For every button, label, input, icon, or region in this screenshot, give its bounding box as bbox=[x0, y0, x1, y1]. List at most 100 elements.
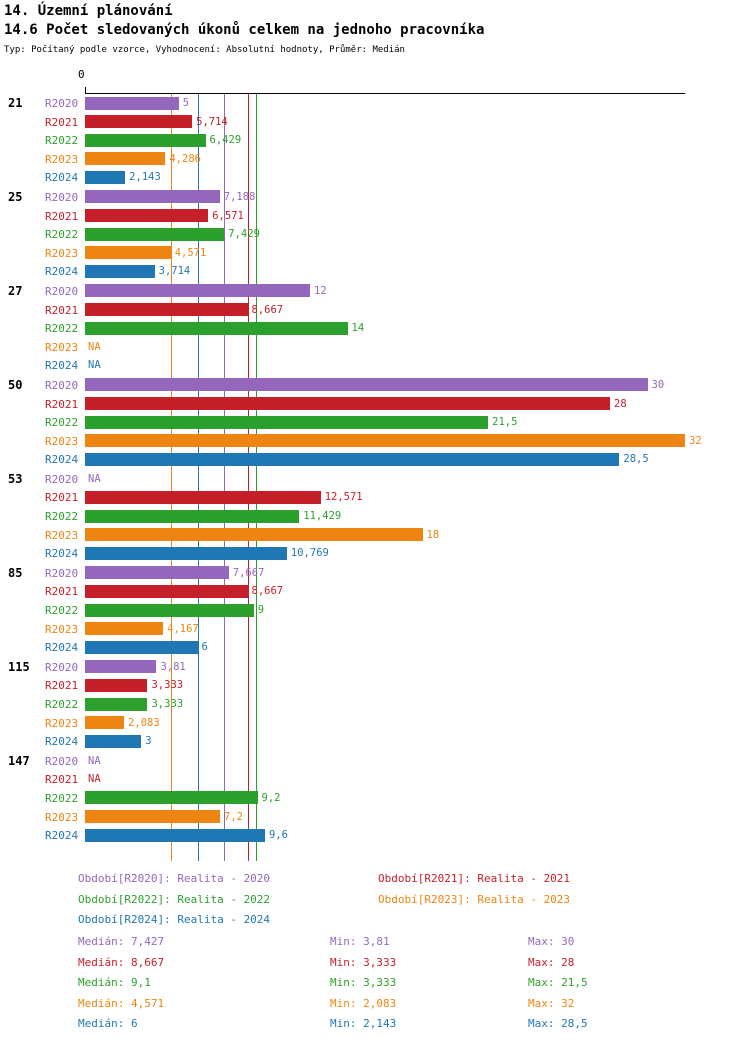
bar bbox=[85, 734, 142, 748]
series-year-label: R2024 bbox=[45, 453, 79, 467]
value-label: 8,667 bbox=[251, 303, 284, 316]
group-label: 25 bbox=[8, 189, 23, 204]
value-label: 5 bbox=[182, 97, 190, 109]
bar bbox=[85, 303, 248, 317]
median-line bbox=[197, 93, 199, 861]
series-year-label: R2022 bbox=[45, 510, 79, 524]
value-label: 3 bbox=[145, 735, 152, 748]
group-label: 53 bbox=[8, 471, 23, 486]
value-label: 14 bbox=[351, 322, 365, 335]
bar-row: 53 R2020 NA bbox=[0, 470, 750, 489]
series-year-label: R2022 bbox=[45, 604, 79, 618]
bar bbox=[85, 678, 148, 692]
bar bbox=[85, 284, 310, 298]
stat-min: Min: 3,333 bbox=[330, 976, 397, 989]
bar-row: R2024 3 bbox=[0, 732, 750, 751]
bar-row: R2023 4,571 bbox=[0, 244, 750, 263]
value-label: 3,333 bbox=[151, 698, 184, 710]
bar bbox=[85, 791, 258, 805]
value-label: 30 bbox=[651, 378, 665, 391]
bar bbox=[85, 546, 287, 560]
bar-row: 115 R2020 3,81 bbox=[0, 658, 750, 677]
bar bbox=[85, 603, 254, 617]
series-year-label: R2024 bbox=[45, 265, 79, 279]
bar-row: R2022 14 bbox=[0, 319, 750, 338]
stat-min: Min: 2,083 bbox=[330, 996, 397, 1010]
bar-row: R2024 3,714 bbox=[0, 262, 750, 281]
bar bbox=[85, 697, 148, 711]
stat-median: Medián: 4,571 bbox=[78, 996, 165, 1010]
bar bbox=[85, 584, 248, 598]
series-year-label: R2021 bbox=[45, 115, 79, 129]
group-label: 21 bbox=[8, 96, 23, 110]
group-label: 147 bbox=[8, 753, 30, 768]
bar bbox=[85, 509, 300, 523]
series-year-label: R2022 bbox=[45, 416, 79, 430]
series-year-label: R2024 bbox=[45, 547, 79, 561]
bar-row: R2023 2,083 bbox=[0, 714, 750, 733]
series-year-label: R2022 bbox=[45, 791, 79, 805]
bar-row: 50 R2020 30 bbox=[0, 376, 750, 395]
stat-median: Medián: 8,667 bbox=[78, 955, 165, 969]
bar-row: R2024 28,5 bbox=[0, 450, 750, 469]
series-year-label: R2023 bbox=[45, 246, 79, 260]
bar-row: R2022 6,429 bbox=[0, 131, 750, 150]
axis-origin-label: 0 bbox=[78, 68, 85, 81]
stat-max: Max: 30 bbox=[528, 935, 575, 948]
bar-row: R2024 9,6 bbox=[0, 826, 750, 845]
bar-row: R2023 18 bbox=[0, 526, 750, 545]
bar bbox=[85, 115, 193, 129]
value-label: 12,571 bbox=[324, 491, 363, 504]
bar-row: R2022 11,429 bbox=[0, 507, 750, 526]
series-year-label: R2024 bbox=[45, 359, 79, 373]
series-year-label: R2021 bbox=[45, 773, 79, 787]
bar bbox=[85, 378, 648, 392]
series-year-label: R2024 bbox=[45, 829, 79, 843]
bar-row: R2023 NA bbox=[0, 338, 750, 357]
na-value-label: NA bbox=[88, 754, 101, 767]
bar-row: R2023 7,2 bbox=[0, 808, 750, 827]
series-year-label: R2023 bbox=[45, 810, 79, 824]
bar bbox=[85, 227, 225, 241]
bar-row: R2022 7,429 bbox=[0, 225, 750, 244]
bar-row: R2023 32 bbox=[0, 432, 750, 451]
series-year-label: R2020 bbox=[45, 566, 79, 580]
bar-row: R2021 6,571 bbox=[0, 207, 750, 226]
legend-item: Období[R2021]: Realita - 2021 bbox=[378, 872, 571, 885]
series-year-label: R2020 bbox=[45, 754, 79, 768]
stat-min: Min: 3,81 bbox=[330, 935, 390, 948]
bar-row: R2024 10,769 bbox=[0, 544, 750, 563]
bar-group: 25 R2020 7,188 R2021 6,571 R2022 7,429 R2023 4,5… bbox=[0, 188, 750, 281]
group-label: 85 bbox=[8, 565, 23, 580]
value-label: 8,667 bbox=[251, 585, 284, 598]
na-value-label: NA bbox=[88, 472, 101, 485]
value-label: 28 bbox=[614, 397, 627, 410]
stat-max: Max: 32 bbox=[528, 996, 575, 1010]
bar-row: R2023 4,167 bbox=[0, 620, 750, 639]
stat-min: Min: 3,333 bbox=[330, 955, 397, 969]
bar-row: R2021 5,714 bbox=[0, 113, 750, 132]
value-label: 5,714 bbox=[196, 115, 228, 128]
series-year-label: R2020 bbox=[45, 660, 79, 674]
series-year-label: R2024 bbox=[45, 641, 79, 655]
bar bbox=[85, 434, 685, 448]
value-label: 4,167 bbox=[167, 622, 199, 635]
value-label: 7,429 bbox=[228, 228, 260, 241]
bar bbox=[85, 490, 321, 504]
value-label: 9 bbox=[257, 604, 265, 617]
plot-area: 21 R2020 5 R2021 5,714 R2022 6,429 R2023 4,286 R2… bbox=[0, 94, 750, 846]
group-label: 115 bbox=[8, 659, 30, 674]
bar bbox=[85, 566, 229, 580]
bar-row: 85 R2020 7,667 bbox=[0, 564, 750, 583]
bar-row: R2021 3,333 bbox=[0, 676, 750, 695]
bar-row: R2023 4,286 bbox=[0, 150, 750, 169]
series-year-label: R2020 bbox=[45, 472, 79, 486]
bar bbox=[85, 660, 157, 674]
series-year-label: R2023 bbox=[45, 622, 79, 636]
bar bbox=[85, 640, 198, 654]
bar bbox=[85, 415, 489, 429]
value-label: 3,714 bbox=[158, 265, 191, 278]
value-label: 9,2 bbox=[261, 791, 281, 804]
bar-group: 85 R2020 7,667 R2021 8,667 R2022 9 R2023 4,167 R2… bbox=[0, 564, 750, 657]
